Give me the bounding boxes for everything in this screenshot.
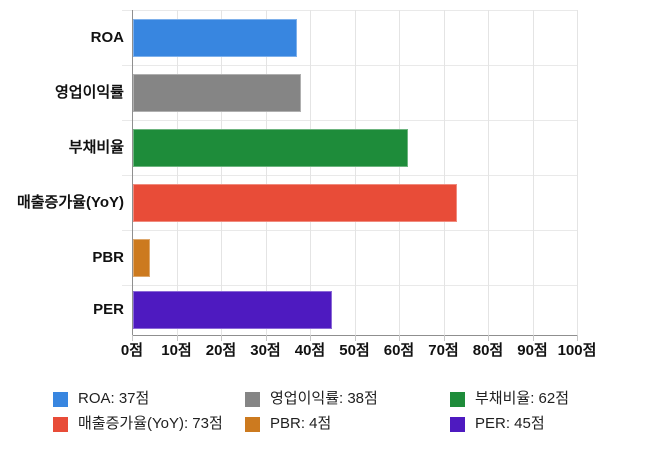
- legend-label: ROA: 37점: [78, 390, 150, 407]
- gridline-vertical: [443, 10, 445, 335]
- gridline-vertical: [265, 10, 267, 335]
- bar-2: [133, 73, 302, 112]
- gridline-horizontal: [122, 120, 577, 121]
- x-axis-tick: [532, 335, 534, 341]
- gridline-vertical: [577, 10, 578, 335]
- gridline-vertical: [221, 10, 222, 335]
- y-axis-label: PBR: [92, 248, 124, 266]
- bar-5: [133, 238, 150, 277]
- legend-swatch: [450, 416, 465, 432]
- x-axis-tick-label: 100점: [557, 342, 597, 359]
- x-axis-tick: [354, 335, 356, 341]
- gridline-vertical: [488, 10, 489, 335]
- legend-item: 영업이익률: 38점: [245, 391, 378, 407]
- gridline-vertical: [399, 10, 400, 335]
- x-axis-tick: [176, 335, 178, 341]
- gridline-horizontal: [122, 285, 577, 286]
- bar-1: [133, 18, 297, 57]
- legend-swatch: [53, 391, 68, 407]
- legend-item: 매출증가율(YoY): 73점: [53, 416, 223, 432]
- gridline-vertical: [176, 10, 178, 335]
- legend-item: ROA: 37점: [53, 391, 149, 407]
- legend-label: 부채비율: 62점: [475, 390, 570, 407]
- gridline-vertical: [310, 10, 311, 335]
- legend-item: 부채비율: 62점: [450, 391, 569, 407]
- legend-item: PER: 45점: [450, 416, 545, 432]
- gridline-horizontal: [122, 65, 577, 66]
- legend-label: PBR: 4점: [270, 415, 332, 432]
- y-axis-label: ROA: [90, 28, 124, 46]
- x-axis-tick-label: 0점: [120, 342, 144, 359]
- x-axis-tick-label: 10점: [161, 342, 192, 359]
- x-axis-tick: [310, 335, 311, 341]
- x-axis-tick-label: 80점: [472, 342, 504, 359]
- bar-4: [133, 183, 457, 222]
- legend-swatch: [245, 416, 260, 432]
- x-axis-tick-label: 60점: [383, 342, 415, 359]
- x-axis-tick-label: 40점: [294, 342, 326, 359]
- x-axis-tick-label: 90점: [517, 342, 548, 359]
- bar-6: [133, 291, 333, 329]
- gridline-horizontal: [122, 230, 577, 231]
- x-axis-tick-label: 70점: [428, 342, 459, 359]
- y-axis-label: 매출증가율(YoY): [16, 193, 124, 211]
- legend-swatch: [450, 391, 465, 407]
- gridline-horizontal: [122, 10, 577, 11]
- legend-swatch: [53, 416, 68, 432]
- x-axis-tick: [488, 335, 489, 341]
- y-axis-label: PER: [93, 301, 124, 318]
- x-axis-tick: [132, 335, 133, 341]
- bar-3: [133, 128, 408, 167]
- gridline-horizontal: [122, 175, 577, 176]
- x-axis-tick-label: 30점: [250, 342, 281, 359]
- x-axis-tick: [221, 335, 222, 341]
- gridline-vertical: [532, 10, 534, 335]
- y-axis-line: [132, 10, 133, 335]
- x-axis-tick-label: 20점: [205, 342, 237, 359]
- x-axis-tick: [443, 335, 445, 341]
- x-axis-tick: [399, 335, 400, 341]
- legend-swatch: [245, 391, 260, 407]
- legend-item: PBR: 4점: [245, 416, 331, 432]
- x-axis-tick: [265, 335, 267, 341]
- y-axis-label: 영업이익률: [54, 83, 124, 101]
- legend-label: 영업이익률: 38점: [270, 390, 378, 407]
- legend-label: 매출증가율(YoY): 73점: [78, 415, 223, 432]
- legend-label: PER: 45점: [475, 415, 545, 432]
- gridline-vertical: [354, 10, 356, 335]
- x-axis-tick: [577, 335, 578, 341]
- y-axis-label: 부채비율: [68, 138, 124, 156]
- x-axis-tick-label: 50점: [339, 342, 370, 359]
